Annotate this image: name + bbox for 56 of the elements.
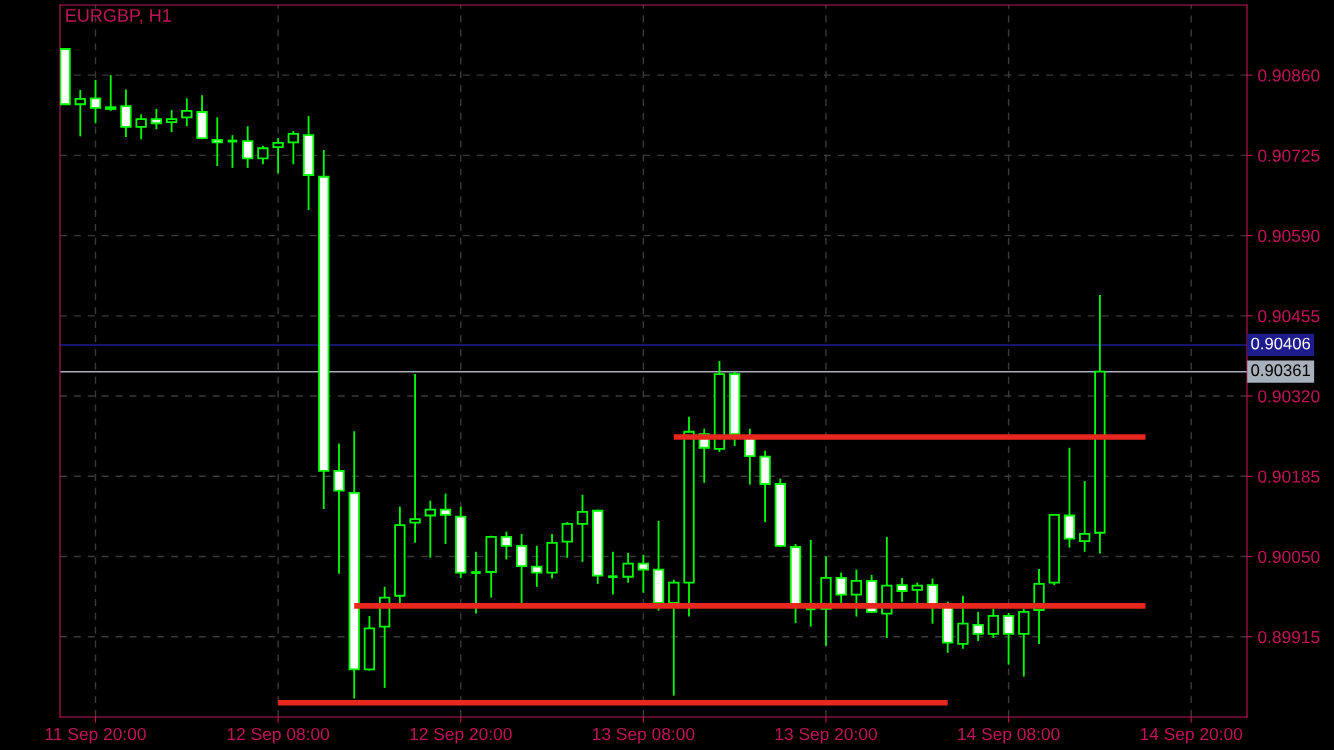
candlestick bbox=[165, 109, 178, 134]
candlestick bbox=[105, 74, 117, 112]
y-tick-label: 0.90590 bbox=[1258, 229, 1320, 243]
candlestick bbox=[1002, 612, 1015, 666]
candlestick bbox=[987, 607, 1000, 639]
candlestick bbox=[500, 530, 513, 561]
y-tick-label: 0.90725 bbox=[1258, 149, 1320, 162]
candlestick bbox=[272, 137, 284, 175]
candlestick bbox=[668, 578, 680, 697]
candlestick bbox=[89, 78, 102, 125]
candlestick bbox=[972, 610, 984, 642]
candlestick bbox=[150, 108, 163, 131]
candlestick bbox=[287, 130, 300, 166]
x-tick-label: 12 Sep 20:00 bbox=[410, 727, 512, 744]
candlestick bbox=[1063, 446, 1076, 549]
candlestick bbox=[74, 89, 86, 138]
candlestick bbox=[561, 521, 573, 559]
ref-line-label: 0.90406 bbox=[1251, 337, 1311, 350]
y-tick-label: 0.90320 bbox=[1258, 390, 1320, 403]
candlestick bbox=[637, 553, 650, 594]
candlestick bbox=[120, 88, 132, 138]
x-tick-label: 11 Sep 20:00 bbox=[45, 727, 146, 744]
candlestick bbox=[911, 581, 923, 606]
candlestick bbox=[515, 533, 528, 604]
candlestick bbox=[896, 577, 908, 603]
candlestick bbox=[835, 571, 847, 604]
chart-title: EURGBP, H1 bbox=[66, 9, 171, 24]
candlestick bbox=[576, 493, 589, 563]
candlestick bbox=[135, 113, 147, 141]
candlestick bbox=[1018, 607, 1030, 678]
y-tick-label: 0.90050 bbox=[1258, 550, 1320, 563]
y-tick-label: 0.90185 bbox=[1258, 470, 1320, 483]
y-tick-label: 0.89915 bbox=[1258, 630, 1320, 644]
candlestick bbox=[211, 116, 223, 167]
x-tick-label: 12 Sep 08:00 bbox=[227, 727, 330, 744]
x-tick-label: 13 Sep 20:00 bbox=[775, 727, 877, 744]
candlestick bbox=[181, 97, 193, 128]
candlestick bbox=[439, 492, 452, 545]
candlestick bbox=[850, 568, 863, 618]
candlestick bbox=[257, 144, 269, 166]
x-tick-label: 14 Sep 08:00 bbox=[958, 727, 1060, 744]
ref-line-label: 0.90361 bbox=[1251, 364, 1310, 377]
candlestick bbox=[409, 373, 421, 544]
y-tick-label: 0.90455 bbox=[1258, 310, 1320, 323]
candlestick bbox=[531, 544, 543, 588]
y-tick-label: 0.90860 bbox=[1258, 69, 1320, 82]
candlestick bbox=[622, 552, 634, 584]
candlestick bbox=[333, 442, 345, 575]
candlestick bbox=[242, 125, 254, 169]
candlestick bbox=[957, 594, 969, 650]
x-tick-label: 14 Sep 20:00 bbox=[1140, 727, 1243, 744]
candlestick bbox=[469, 550, 483, 615]
x-tick-label: 13 Sep 08:00 bbox=[593, 727, 695, 744]
candlestick bbox=[1079, 480, 1091, 553]
candlestick bbox=[424, 499, 436, 559]
candlestick bbox=[606, 550, 620, 596]
